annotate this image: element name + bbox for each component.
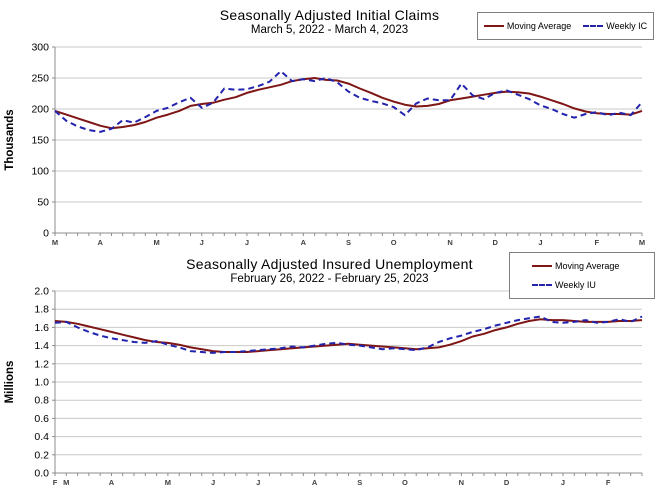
insured-unemployment-chart: Seasonally Adjusted Insured Unemployment… [0,249,659,498]
chart-subtitle: February 26, 2022 - February 25, 2023 [230,273,429,285]
legend: Moving Average Weekly IC [477,12,654,40]
y-tick-label: 250 [31,73,49,85]
y-tick-label: 1.4 [34,340,49,352]
y-tick-label: 0.4 [34,431,49,443]
y-tick-label: 150 [31,135,49,147]
x-tick-label: A [97,238,103,247]
y-tick-label: 0 [43,228,49,240]
x-tick-label: M [165,478,171,487]
x-tick-label: M [639,238,645,247]
y-tick-label: 1.0 [34,377,49,389]
y-tick-label: 1.8 [34,304,49,316]
y-tick-label: 50 [37,197,49,209]
series-line-weekly-ic [54,70,643,133]
y-tick-label: 0.0 [34,468,49,480]
legend-item-weekly-iu: Weekly IU [532,280,654,290]
y-tick-label: 0.8 [34,395,49,407]
y-tick-label: 100 [31,166,49,178]
x-tick-label: A [301,238,307,247]
x-tick-label: J [200,238,204,247]
x-tick-label: M [63,478,69,487]
x-tick-label: D [504,478,510,487]
legend-label: Weekly IC [606,21,648,31]
legend: Moving Average Weekly IU [509,252,655,299]
x-tick-label: D [493,238,499,247]
x-tick-label: F [606,478,611,487]
initial-claims-chart: Seasonally Adjusted Initial Claims March… [4,7,654,248]
weekly-ic-line-swatch [583,25,604,27]
x-tick-label: S [357,478,362,487]
moving-average-line-swatch [483,25,504,27]
legend-label: Weekly IU [555,280,596,290]
y-axis-title: Millions [4,361,16,404]
x-tick-label: F [595,238,600,247]
y-tick-label: 1.2 [34,358,49,370]
legend-item-weekly-ic: Weekly IC [583,21,647,31]
y-axis-title: Thousands [4,109,16,170]
x-tick-label: A [312,478,318,487]
y-tick-label: 1.6 [34,322,49,334]
x-tick-label: O [391,238,397,247]
x-tick-label: M [52,238,58,247]
x-tick-label: J [245,238,249,247]
legend-label: Moving Average [506,21,572,31]
x-tick-label: J [256,478,260,487]
chart-title: Seasonally Adjusted Initial Claims [219,7,440,23]
chart-title: Seasonally Adjusted Insured Unemployment [186,256,473,272]
x-tick-label: M [153,238,159,247]
legend-item-moving-average: Moving Average [483,21,572,31]
chart-subtitle: March 5, 2022 - March 4, 2023 [250,24,409,36]
moving-average-line-swatch [532,265,552,267]
y-tick-label: 2.0 [34,286,49,298]
series-line-moving-average [54,77,643,130]
x-tick-label: A [109,478,115,487]
weekly-iu-line-swatch [532,284,552,286]
series-line-weekly-iu [54,315,643,354]
x-tick-label: F [53,478,58,487]
insured-unemployment-plot: 2.01.81.61.41.21.00.80.60.40.20.0F M A M J J A… [4,286,643,487]
x-tick-label: J [538,238,542,247]
y-tick-label: 200 [31,104,49,116]
legend-item-moving-average: Moving Average [532,261,654,271]
x-tick-label: N [447,238,452,247]
legend-label: Moving Average [555,261,620,271]
x-tick-label: O [402,478,408,487]
x-tick-label: J [211,478,215,487]
series-line-moving-average [54,318,643,353]
y-tick-label: 0.6 [34,413,49,425]
y-tick-label: 0.2 [34,449,49,461]
x-tick-label: J [561,478,565,487]
x-tick-label: N [459,478,464,487]
y-tick-label: 300 [31,42,49,54]
x-tick-label: S [346,238,351,247]
